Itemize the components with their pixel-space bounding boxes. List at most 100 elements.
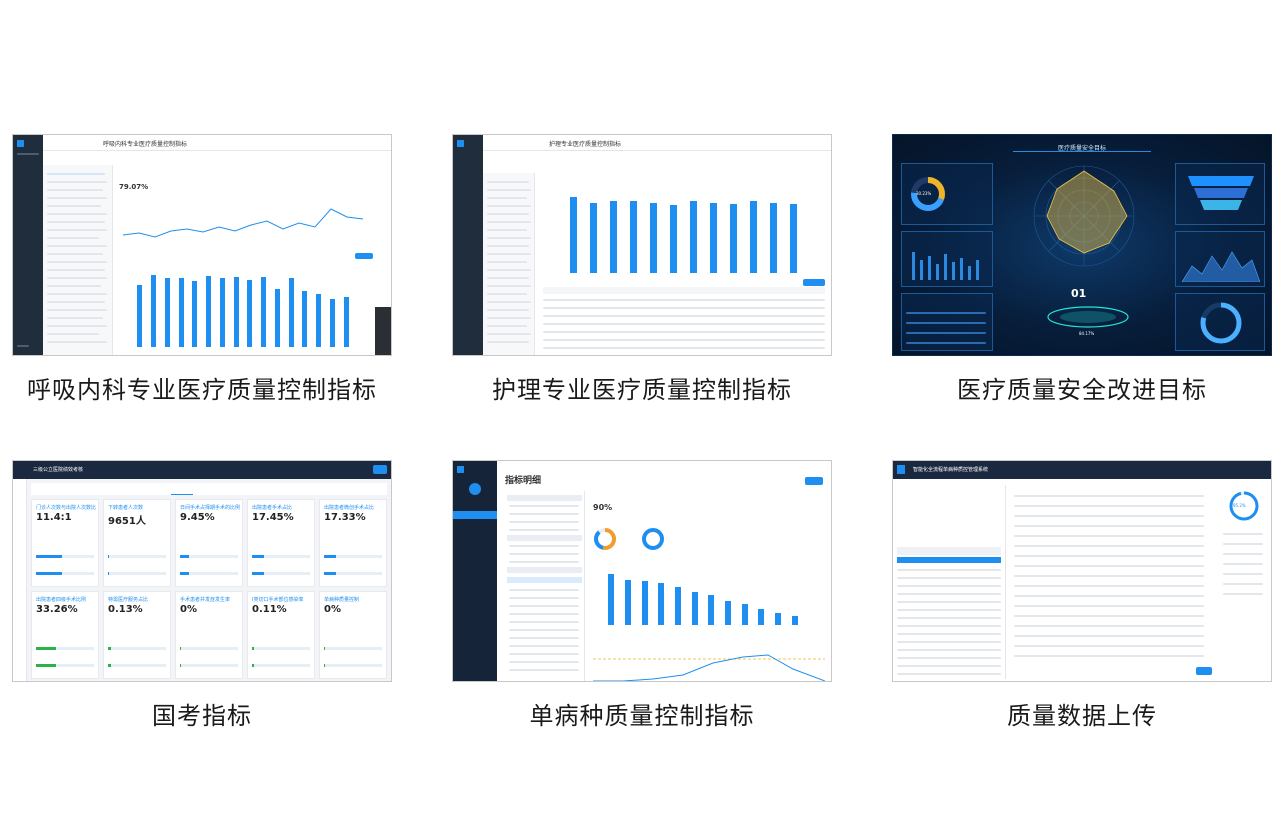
glow-platform	[1047, 306, 1129, 328]
tile-national-exam[interactable]: 三级公立医院绩效考核 门诊人次数与出院人次数比 11.4:1 下转患者人次数 9651…	[12, 460, 392, 730]
page-title: 三级公立医院绩效考核	[33, 467, 84, 473]
metric-card[interactable]: 下转患者人次数 9651人	[103, 499, 171, 587]
metric-card[interactable]: 手术患者并发症发生率 0%	[175, 591, 243, 679]
tile-data-upload[interactable]: 智能化全流程单病种质控管理系统	[892, 460, 1272, 730]
bar	[206, 276, 211, 347]
tile-respiratory[interactable]: 呼吸内科专业医疗质量控制指标 79.07%	[12, 134, 392, 404]
screenshot-respiratory[interactable]: 呼吸内科专业医疗质量控制指标 79.07%	[12, 134, 392, 356]
metric-card[interactable]: 门诊人次数与出院人次数比 11.4:1	[31, 499, 99, 587]
bar	[137, 285, 142, 347]
metric-card[interactable]: 特需医疗服务占比 0.13%	[103, 591, 171, 679]
metric-title: 门诊人次数与出院人次数比	[36, 505, 97, 511]
tile-nursing[interactable]: 护理专业医疗质量控制指标	[452, 134, 832, 404]
metric-value: 79.07%	[119, 183, 149, 191]
progress-bar	[36, 555, 94, 558]
logo-icon	[17, 140, 24, 147]
metric-value: 0%	[324, 604, 341, 615]
metric-card-grid: 门诊人次数与出院人次数比 11.4:1 下转患者人次数 9651人 日间手术占择期手术的…	[31, 499, 387, 679]
panel-top-right	[1175, 163, 1265, 225]
bar	[179, 278, 184, 347]
metric-title: 下转患者人次数	[108, 505, 144, 511]
tab-bar[interactable]	[31, 483, 387, 495]
compliance-rate: 90%	[593, 503, 613, 512]
ring-gauge	[1200, 302, 1242, 344]
nav-item-active[interactable]	[453, 511, 497, 519]
bar	[792, 616, 798, 625]
metric-title: 特需医疗服务占比	[108, 597, 149, 603]
metric-title: 出院患者手术占比	[252, 505, 293, 511]
floating-toolbar[interactable]	[375, 307, 391, 355]
progress-bar	[36, 664, 94, 667]
radar-chart	[1033, 165, 1135, 267]
icon-rail[interactable]	[13, 479, 27, 681]
progress-bar	[180, 664, 238, 667]
bar	[658, 583, 664, 625]
metric-card[interactable]: Ⅰ类切口手术部位感染率 0.11%	[247, 591, 315, 679]
caption: 国考指标	[152, 702, 252, 730]
progress-bar	[108, 572, 166, 575]
metric-card[interactable]: 出院患者微创手术占比 17.33%	[319, 499, 387, 587]
center-number: 01	[1071, 287, 1087, 300]
bar	[670, 205, 677, 273]
screenshot-safety[interactable]: 医疗质量安全目标 30.23%	[892, 134, 1272, 356]
metric-value: 17.33%	[324, 512, 366, 523]
avatar	[469, 483, 481, 495]
bar	[234, 277, 239, 347]
query-button[interactable]	[373, 465, 387, 474]
page-title: 护理专业医疗质量控制指标	[549, 141, 622, 148]
caption: 医疗质量安全改进目标	[957, 376, 1207, 404]
donut-pair	[594, 528, 664, 550]
progress-panel: 95.2%	[1219, 485, 1269, 679]
screenshot-nursing[interactable]: 护理专业医疗质量控制指标	[452, 134, 832, 356]
export-button[interactable]	[355, 253, 373, 259]
line-chart	[593, 654, 825, 681]
metric-value: 0.11%	[252, 604, 287, 615]
screenshot-single-disease[interactable]: 指标明细 90%	[452, 460, 832, 682]
bar	[675, 587, 681, 625]
progress-bar	[180, 572, 238, 575]
metric-card[interactable]: 单病种质量控制 0%	[319, 591, 387, 679]
form-panel[interactable]	[1005, 485, 1215, 679]
progress-percent: 95.2%	[1233, 503, 1246, 508]
platform-percent: 84.17%	[1079, 331, 1095, 336]
progress-bar	[108, 664, 166, 667]
metric-value: 0.13%	[108, 604, 143, 615]
bar	[330, 299, 335, 347]
bar	[750, 201, 757, 273]
bar	[261, 277, 266, 347]
page-title: 呼吸内科专业医疗质量控制指标	[103, 141, 188, 148]
metric-title: 出院患者微创手术占比	[324, 505, 375, 511]
screenshot-upload[interactable]: 智能化全流程单病种质控管理系统	[892, 460, 1272, 682]
donut-chart	[911, 177, 945, 211]
bar	[790, 204, 797, 273]
metric-card[interactable]: 日间手术占择期手术的比例 9.45%	[175, 499, 243, 587]
export-button[interactable]	[803, 279, 825, 286]
metric-card[interactable]: 出院患者四级手术比例 33.26%	[31, 591, 99, 679]
trend-line-chart	[123, 208, 364, 238]
progress-bar	[324, 572, 382, 575]
bar	[742, 604, 748, 625]
metric-value: 9.45%	[180, 512, 215, 523]
screenshot-national[interactable]: 三级公立医院绩效考核 门诊人次数与出院人次数比 11.4:1 下转患者人次数 9651…	[12, 460, 392, 682]
bar	[710, 203, 717, 273]
bar	[289, 278, 294, 347]
bar	[247, 280, 252, 347]
patient-table	[897, 485, 1001, 679]
bar	[302, 291, 307, 347]
tile-safety-goals[interactable]: 医疗质量安全目标 30.23%	[892, 134, 1272, 404]
panel-mid-right	[1175, 231, 1265, 287]
tile-single-disease[interactable]: 指标明细 90%	[452, 460, 832, 730]
sidebar	[453, 461, 497, 681]
page-title: 指标明细	[505, 476, 542, 486]
bar	[642, 581, 648, 625]
data-table	[543, 287, 825, 353]
bar	[344, 297, 349, 347]
submit-button[interactable]	[1196, 667, 1212, 675]
metric-card[interactable]: 出院患者手术占比 17.45%	[247, 499, 315, 587]
query-button[interactable]	[805, 477, 823, 485]
progress-bar	[252, 664, 310, 667]
sidebar	[453, 135, 483, 355]
bar	[630, 201, 637, 273]
bar	[316, 294, 321, 347]
indicator-list	[483, 173, 535, 355]
